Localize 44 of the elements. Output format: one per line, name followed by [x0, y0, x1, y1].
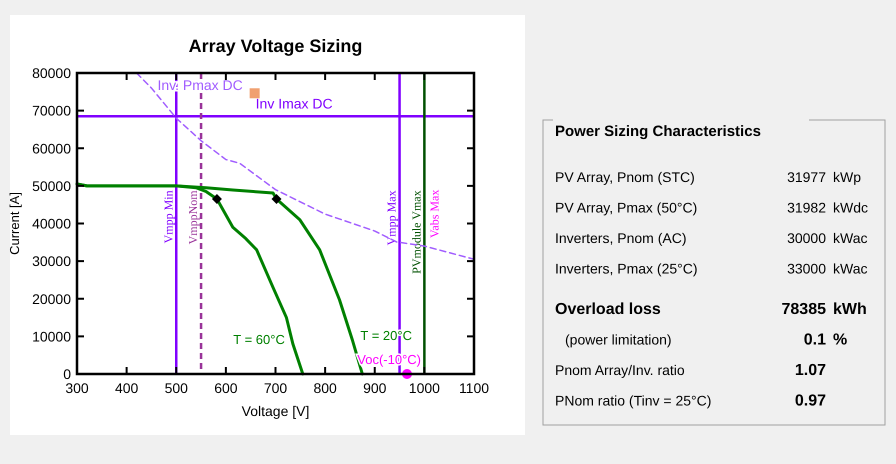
text: PV Array, Pmax (50°C): [555, 200, 698, 216]
text: Inverters, Pmax (25°C): [555, 260, 698, 276]
y-tick-label: 40000: [32, 216, 72, 232]
text: PNom ratio (Tinv = 25°C): [555, 392, 712, 408]
y-tick-label: 70000: [32, 102, 72, 119]
x-tick-label: 800: [313, 380, 338, 396]
series-label: T = 60°C: [233, 332, 285, 347]
y-tick-label: 50000: [32, 178, 72, 194]
ref-line-label: PVmodule Vmax: [409, 190, 424, 274]
text: 33000 kWac: [787, 260, 868, 276]
y-tick-label: 0: [63, 366, 72, 382]
text: PV Array, Pnom (STC): [555, 169, 695, 185]
text: 31982 kWdc: [787, 200, 868, 216]
y-tick-label: 20000: [32, 290, 72, 307]
y-axis-title: Current [A]: [7, 192, 22, 255]
text: Pnom Array/Inv. ratio: [555, 362, 685, 378]
y-tick-label: 30000: [32, 253, 72, 270]
text: 78385 kWh: [782, 301, 867, 318]
y-tick-label: 10000: [32, 328, 72, 344]
x-tick-label: 900: [363, 380, 387, 396]
text: Overload loss: [555, 301, 661, 318]
annotation: Vabs Max: [427, 190, 442, 238]
x-tick-label: 400: [114, 380, 139, 396]
text: (power limitation): [565, 332, 672, 348]
ref-line-label: VmppNom: [186, 190, 200, 244]
text: 1.07: [794, 362, 826, 379]
y-tick-label: 80000: [32, 65, 72, 81]
x-tick-label: 300: [65, 380, 89, 396]
x-tick-label: 500: [164, 380, 188, 396]
x-tick-label: 1100: [458, 380, 490, 396]
x-tick-label: 700: [264, 380, 288, 396]
text: 0.1 %: [804, 332, 848, 348]
ref-line-label: Inv Imax DC: [256, 95, 333, 112]
text: 0.97: [794, 392, 826, 410]
text: Inverters, Pnom (AC): [555, 230, 686, 246]
ref-line-label: Vmpp Min: [161, 190, 176, 244]
x-tick-label: 1000: [408, 380, 440, 396]
x-axis-title: Voltage [V]: [242, 403, 310, 419]
x-tick-label: 600: [214, 380, 238, 396]
y-tick-label: 60000: [32, 140, 72, 156]
text: 30000 kWac: [787, 230, 868, 246]
text: Power Sizing Characteristics: [555, 123, 761, 140]
chart-title: Array Voltage Sizing: [188, 36, 362, 56]
text: 31977 kWp: [787, 169, 862, 185]
